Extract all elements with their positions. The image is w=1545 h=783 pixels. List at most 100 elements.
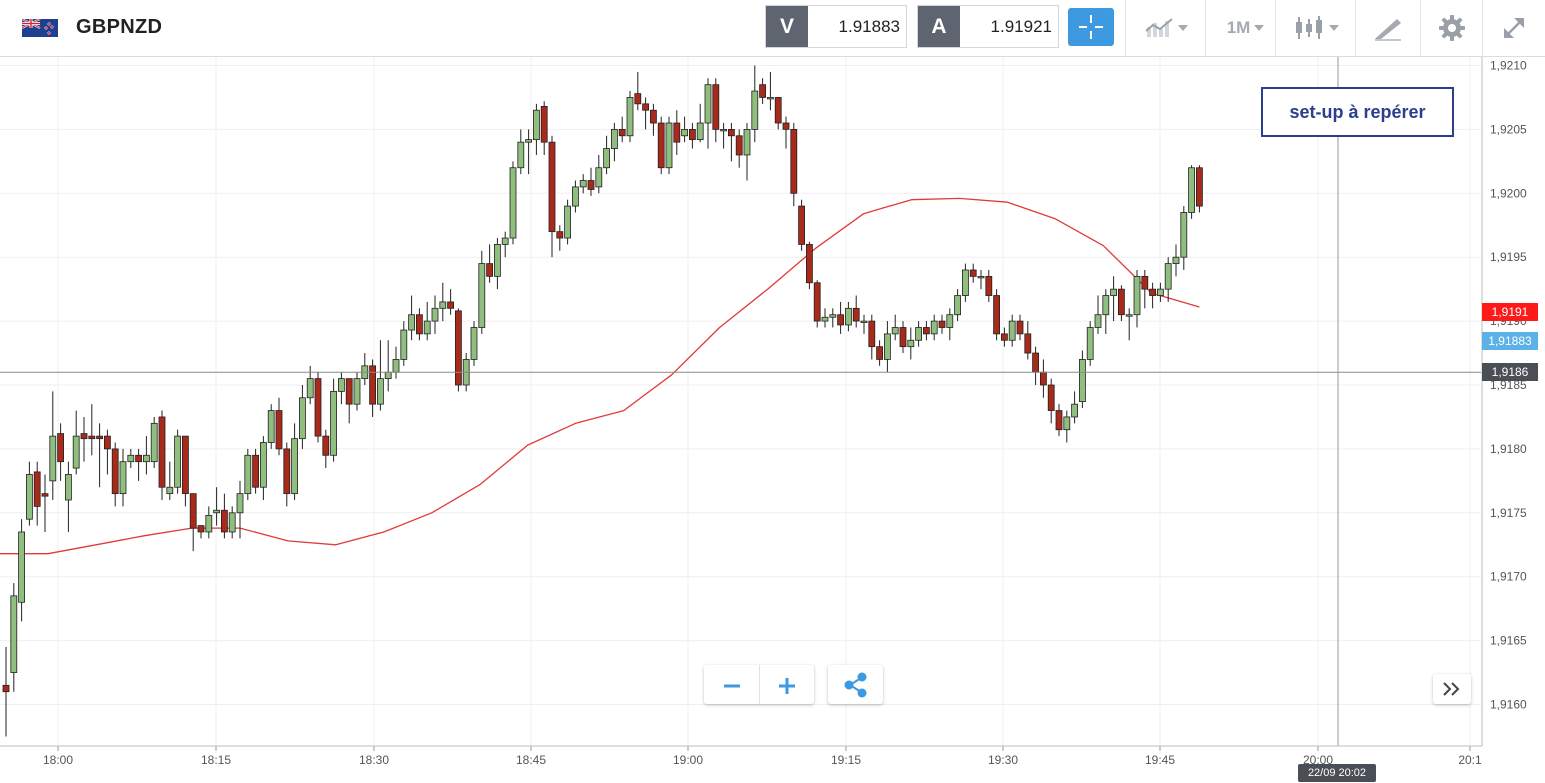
- candle: [954, 289, 961, 322]
- candle-body-bear: [1141, 275, 1149, 290]
- candle-body-bear: [96, 435, 103, 440]
- candle-body-bull: [267, 410, 275, 443]
- candle: [634, 71, 642, 111]
- candle: [150, 416, 158, 469]
- settings-button[interactable]: [1420, 0, 1482, 56]
- moving-average-price-tag: 1,9191: [1482, 303, 1538, 321]
- candle: [33, 461, 41, 526]
- candle: [10, 583, 18, 692]
- candle: [408, 295, 416, 341]
- share-button[interactable]: [828, 665, 883, 704]
- candle-body-bear: [735, 135, 743, 156]
- candle-body-bull: [72, 435, 80, 469]
- candle: [41, 474, 49, 532]
- candle-body-bear: [548, 141, 556, 233]
- scroll-to-latest-button[interactable]: [1433, 674, 1471, 704]
- candle: [25, 461, 33, 526]
- timeframe-dropdown[interactable]: 1M: [1205, 0, 1285, 56]
- candle: [907, 327, 915, 360]
- gear-icon: [1438, 15, 1465, 41]
- zoom-out-button[interactable]: [704, 665, 760, 704]
- candle-style-button[interactable]: [1275, 0, 1355, 56]
- candle: [1047, 378, 1055, 424]
- candle: [704, 78, 712, 149]
- candle-body-bear: [899, 327, 907, 348]
- candle-body-bull: [743, 129, 751, 156]
- candle: [1024, 321, 1032, 360]
- candle-body-bull: [431, 307, 439, 322]
- candle-body-bear: [104, 435, 111, 450]
- candle: [790, 123, 798, 207]
- buy-label: A: [918, 6, 960, 47]
- candle: [891, 314, 899, 341]
- candle: [96, 423, 103, 488]
- buy-price-button[interactable]: A 1.91921: [917, 5, 1059, 48]
- candle: [1149, 282, 1156, 309]
- candle: [681, 116, 688, 143]
- candle-body-bull: [10, 595, 18, 673]
- candle: [119, 448, 127, 507]
- price-chart[interactable]: 1,91601,91651,91701,91751,91801,91851,91…: [0, 57, 1545, 783]
- candle: [782, 116, 790, 149]
- instrument-symbol: GBPNZD: [76, 16, 163, 38]
- zoom-in-button[interactable]: [759, 665, 814, 704]
- candle: [829, 308, 837, 328]
- candle-body-bull: [860, 320, 868, 324]
- double-chevron-right-icon: [1443, 682, 1460, 696]
- candle: [712, 78, 720, 143]
- candle-body-bear: [447, 301, 455, 309]
- candle: [1180, 206, 1188, 270]
- candle-body-bull: [977, 275, 985, 279]
- candle-body-bull: [891, 327, 899, 335]
- y-tick-label: 1,9160: [1490, 698, 1527, 712]
- candle: [1118, 285, 1125, 322]
- sell-price-button[interactable]: V 1.91883: [765, 5, 907, 48]
- candle-body-bear: [158, 416, 166, 488]
- candle-body-bull: [751, 90, 759, 130]
- candle: [189, 493, 197, 552]
- candle-body-bear: [938, 320, 946, 328]
- candle: [728, 123, 735, 162]
- setup-annotation-box[interactable]: set-up à repérer: [1261, 87, 1454, 137]
- y-tick-label: 1,9180: [1490, 442, 1527, 456]
- chart-type-button[interactable]: [1125, 0, 1205, 56]
- candle: [439, 282, 447, 322]
- buy-price: 1.91921: [990, 17, 1052, 36]
- candle: [657, 116, 665, 175]
- candlestick-series: [2, 65, 1203, 737]
- candle: [938, 314, 946, 334]
- candle: [798, 199, 805, 251]
- chevron-down-icon: [1254, 25, 1265, 31]
- candle: [774, 97, 782, 130]
- candle: [650, 103, 657, 136]
- candle: [603, 135, 610, 175]
- candle-body-bull: [1164, 263, 1172, 290]
- candle-body-bull: [696, 122, 704, 141]
- candle: [579, 174, 587, 194]
- fullscreen-button[interactable]: [1482, 0, 1545, 56]
- uk-nz-flag-icon: [22, 19, 58, 37]
- candle-body-bear: [806, 244, 813, 284]
- candle: [1102, 289, 1110, 334]
- candle-body-bear: [969, 269, 977, 277]
- candle-body-bear: [712, 84, 720, 130]
- candle: [595, 154, 603, 194]
- candle-body-bear: [1149, 288, 1156, 296]
- crosshair-button[interactable]: [1068, 8, 1114, 46]
- candle: [353, 372, 361, 411]
- candle: [205, 506, 213, 539]
- drawing-tools-button[interactable]: [1355, 0, 1420, 56]
- candle-body-bear: [57, 433, 64, 463]
- x-tick-label: 19:45: [1145, 753, 1175, 767]
- candle: [283, 442, 291, 507]
- candle-body-bear: [345, 378, 353, 405]
- candle: [88, 404, 96, 456]
- candle-body-bear: [540, 105, 548, 143]
- x-tick-label: 19:30: [988, 753, 1018, 767]
- candle: [556, 225, 564, 251]
- y-tick-label: 1,9200: [1490, 186, 1527, 200]
- candle: [493, 238, 501, 290]
- candle-body-bear: [774, 97, 782, 124]
- candle-body-bull: [946, 314, 954, 328]
- candle: [837, 301, 844, 334]
